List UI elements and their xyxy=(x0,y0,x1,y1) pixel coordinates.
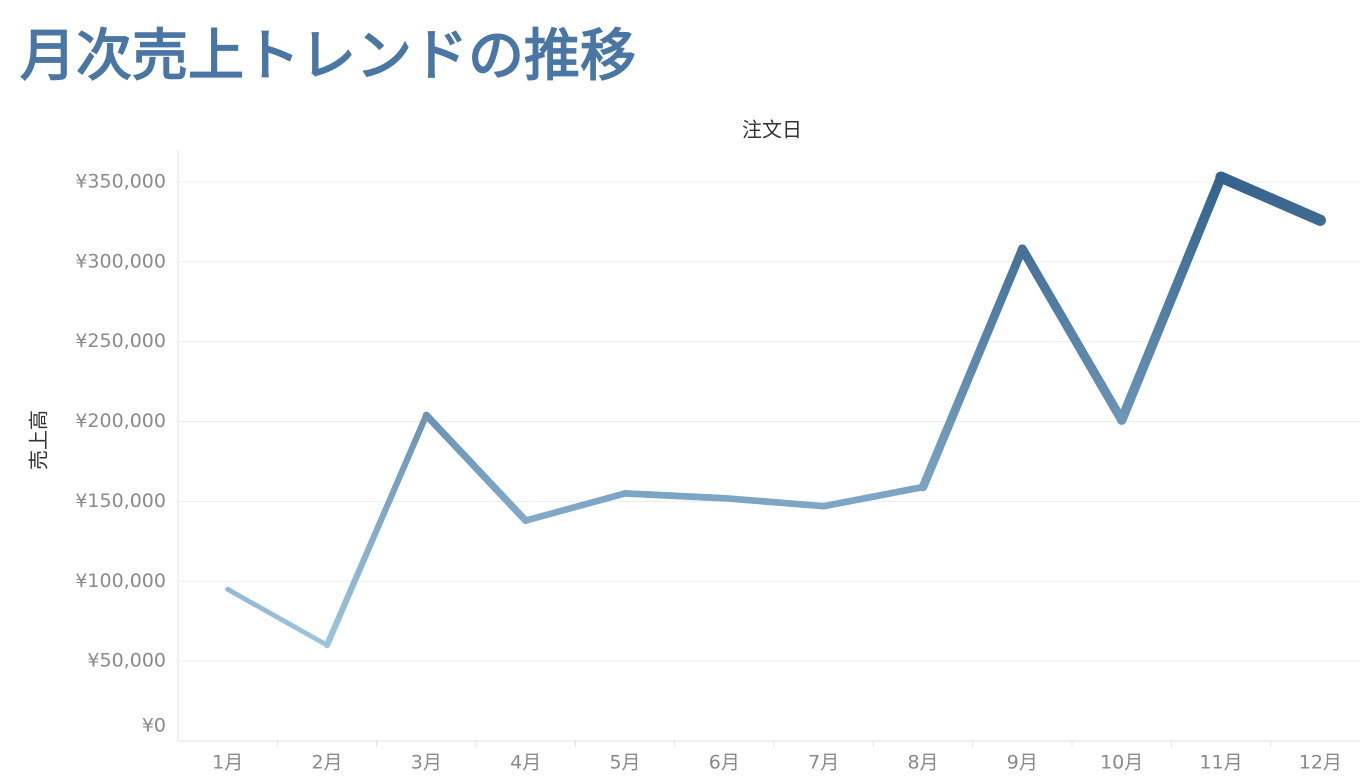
y-tick-label: ¥100,000 xyxy=(75,570,166,592)
line-segment xyxy=(422,411,530,525)
x-tick-label: 7月 xyxy=(808,752,839,774)
line-segment xyxy=(621,490,728,502)
x-tick-label: 4月 xyxy=(510,752,541,774)
x-tick-label: 3月 xyxy=(411,752,442,774)
y-tick-label: ¥50,000 xyxy=(87,650,166,672)
line-segment xyxy=(721,494,827,510)
y-tick-label: ¥0 xyxy=(142,715,166,737)
x-tick-label: 5月 xyxy=(609,752,640,774)
line-segment xyxy=(323,412,430,649)
line-segment xyxy=(1017,244,1127,425)
y-tick-label: ¥250,000 xyxy=(75,330,166,352)
line-segment xyxy=(1116,172,1226,425)
y-tick-label: ¥350,000 xyxy=(75,170,166,192)
y-axis-title: 売上高 xyxy=(27,410,51,470)
x-axis-title: 注文日 xyxy=(742,118,802,142)
chart-title: 月次売上トレンドの推移 xyxy=(20,24,636,89)
line-segment xyxy=(820,483,927,510)
x-tick-label: 6月 xyxy=(709,752,740,774)
line-segment xyxy=(225,586,330,648)
y-tick-label: ¥150,000 xyxy=(75,490,166,512)
y-tick-label: ¥300,000 xyxy=(75,250,166,272)
x-tick-label: 12月 xyxy=(1299,752,1342,774)
x-tick-label: 9月 xyxy=(1007,752,1038,774)
x-tick-label: 11月 xyxy=(1199,752,1242,774)
line-segment xyxy=(522,490,629,524)
line-segment xyxy=(1215,171,1326,226)
line-segment xyxy=(918,244,1027,492)
x-tick-label: 1月 xyxy=(212,752,243,774)
x-tick-label: 8月 xyxy=(907,752,938,774)
y-tick-label: ¥200,000 xyxy=(75,410,166,432)
x-tick-label: 10月 xyxy=(1100,752,1143,774)
x-tick-label: 2月 xyxy=(311,752,342,774)
